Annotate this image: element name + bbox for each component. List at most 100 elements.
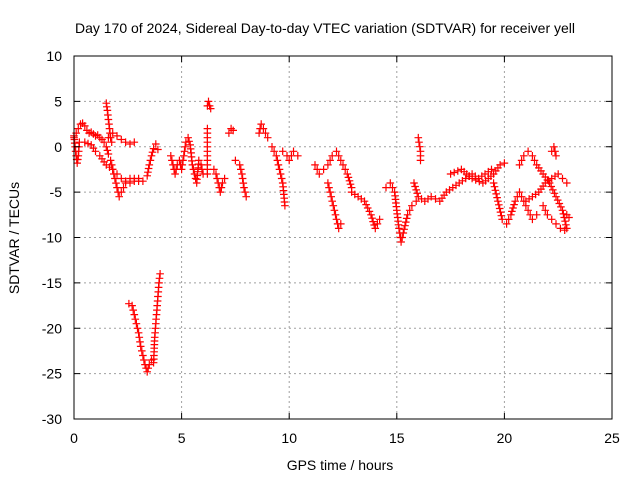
data-point <box>560 226 569 234</box>
data-points <box>70 97 573 376</box>
data-point <box>81 138 89 146</box>
data-point <box>241 188 249 196</box>
data-point <box>504 215 513 224</box>
data-point <box>156 270 164 278</box>
data-point <box>339 161 347 169</box>
data-point <box>147 152 156 160</box>
data-point <box>382 183 390 192</box>
data-point <box>113 183 121 192</box>
data-point <box>135 333 144 342</box>
data-point <box>498 215 506 224</box>
data-point <box>180 152 188 160</box>
data-point <box>104 115 113 124</box>
data-point <box>263 133 272 142</box>
data-point <box>337 156 345 165</box>
data-point <box>502 220 511 228</box>
data-point <box>167 152 175 160</box>
data-point <box>334 224 343 233</box>
data-point <box>189 165 198 174</box>
data-point <box>556 224 565 233</box>
data-point <box>454 167 462 175</box>
data-point <box>552 152 560 160</box>
data-point <box>112 179 120 187</box>
data-point <box>136 338 144 346</box>
x-tick-label: 15 <box>389 430 405 446</box>
data-point <box>399 229 408 237</box>
data-point <box>195 156 203 165</box>
data-point <box>543 211 552 219</box>
data-point <box>117 174 126 183</box>
data-point <box>237 165 245 174</box>
data-point <box>136 342 145 351</box>
data-point <box>134 329 143 337</box>
data-point <box>386 179 395 187</box>
data-point <box>550 143 558 151</box>
data-point <box>539 201 547 210</box>
data-point <box>178 161 187 169</box>
data-point <box>231 156 240 165</box>
data-point <box>144 364 152 372</box>
data-point <box>261 129 270 137</box>
data-point <box>144 164 153 173</box>
data-point <box>130 310 139 319</box>
data-point <box>507 211 515 219</box>
data-point <box>401 221 409 230</box>
data-point <box>103 146 112 155</box>
y-tick-label: -15 <box>42 275 62 291</box>
data-point <box>500 159 509 167</box>
data-point <box>126 179 134 187</box>
data-point <box>206 104 215 113</box>
data-point <box>182 138 190 146</box>
data-point <box>489 179 498 187</box>
data-point <box>550 189 559 198</box>
plot-frame <box>73 55 613 420</box>
data-point <box>242 192 250 201</box>
data-point <box>557 203 565 211</box>
data-point <box>84 139 92 148</box>
data-point <box>416 156 425 165</box>
data-point <box>337 220 345 228</box>
data-point <box>148 148 157 156</box>
data-point <box>132 319 141 328</box>
data-point <box>341 165 349 174</box>
y-tick-label: -10 <box>42 230 62 246</box>
data-point <box>108 129 117 137</box>
x-tick-label: 0 <box>70 430 78 446</box>
data-point <box>131 315 140 323</box>
data-point <box>373 220 382 228</box>
data-point <box>102 143 111 151</box>
data-point <box>225 129 233 137</box>
data-point <box>235 161 244 169</box>
data-point <box>551 147 559 156</box>
data-point <box>541 206 550 215</box>
data-point <box>138 347 146 355</box>
data-point <box>238 170 246 178</box>
data-point <box>104 150 113 158</box>
y-tick-label: -25 <box>42 366 62 382</box>
data-point <box>468 174 476 183</box>
y-tick-label: 5 <box>54 93 62 109</box>
data-point <box>515 188 524 196</box>
data-point <box>272 152 281 160</box>
data-point <box>326 156 334 165</box>
data-point <box>331 211 340 219</box>
data-point <box>134 177 143 185</box>
data-point <box>329 201 338 210</box>
data-point <box>369 217 377 226</box>
data-point <box>528 215 537 224</box>
data-point <box>133 324 142 332</box>
data-point <box>145 161 154 169</box>
data-point <box>328 197 336 205</box>
data-point <box>154 145 162 154</box>
x-tick-label: 20 <box>497 430 513 446</box>
y-axis-label: SDTVAR / TECUs <box>6 182 22 294</box>
y-tick-label: 10 <box>46 48 62 64</box>
data-point <box>255 129 263 137</box>
data-point <box>218 179 227 187</box>
data-point <box>327 192 335 201</box>
data-point <box>220 174 229 183</box>
data-point <box>495 201 503 209</box>
data-point <box>324 161 332 169</box>
data-point <box>367 211 375 219</box>
data-point <box>81 122 89 130</box>
